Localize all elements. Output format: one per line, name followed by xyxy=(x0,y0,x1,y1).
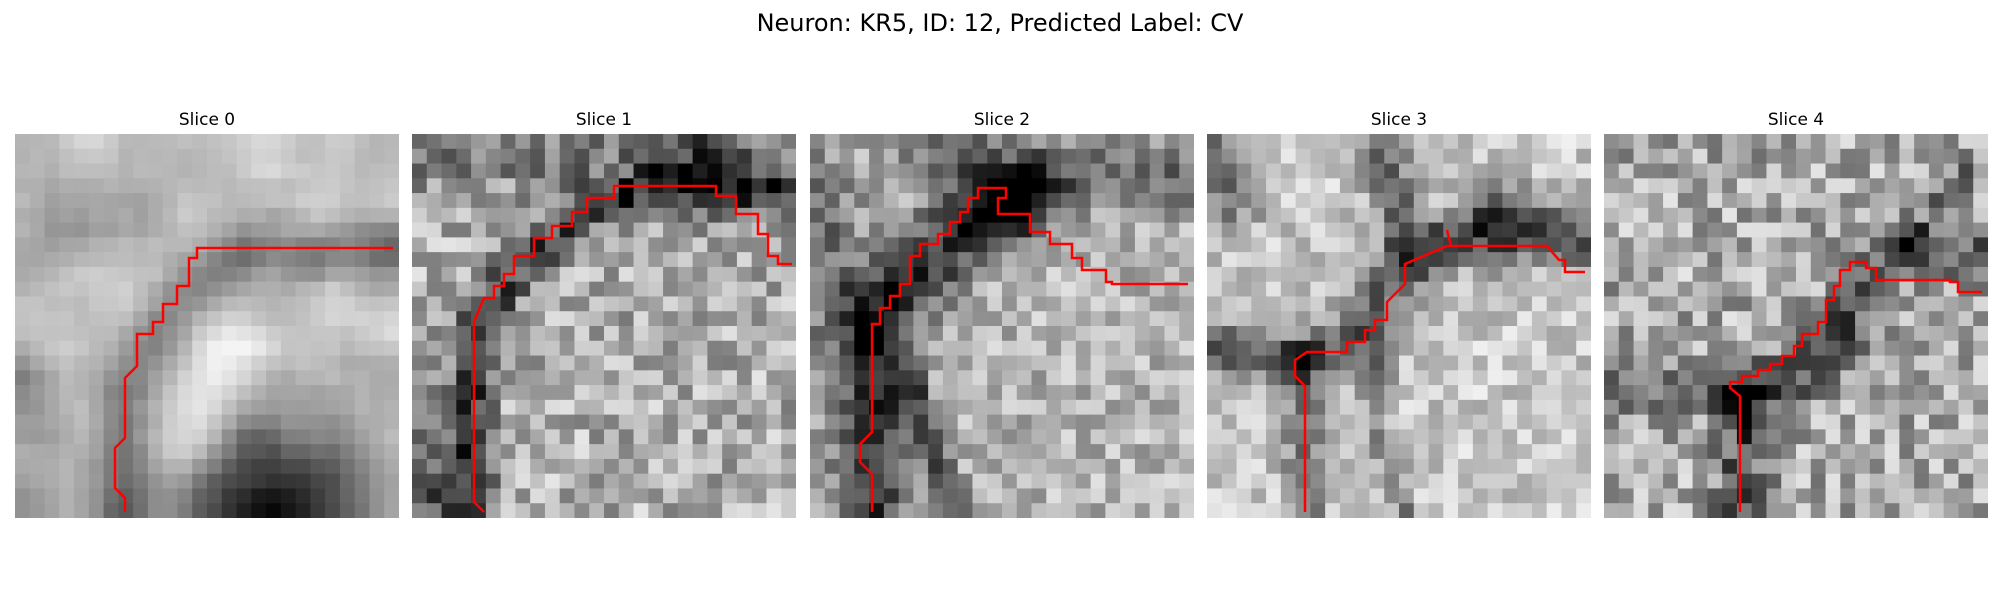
slice-image xyxy=(412,134,796,518)
slice-panel-3: Slice 3 xyxy=(1207,110,1591,518)
slice-title: Slice 3 xyxy=(1370,110,1428,130)
slice-title: Slice 0 xyxy=(178,110,236,130)
slice-title: Slice 4 xyxy=(1767,110,1825,130)
figure-title: Neuron: KR5, ID: 12, Predicted Label: CV xyxy=(756,9,1244,37)
slice-panel-0: Slice 0 xyxy=(15,110,399,518)
slice-panel-4: Slice 4 xyxy=(1604,110,1988,518)
slice-image xyxy=(15,134,399,518)
slice-image xyxy=(810,134,1194,518)
membrane-trace xyxy=(1293,229,1585,512)
membrane-trace xyxy=(472,184,792,513)
slice-panel-1: Slice 1 xyxy=(412,110,796,518)
membrane-trace xyxy=(858,186,1188,512)
slice-image xyxy=(1207,134,1591,518)
slice-panel-2: Slice 2 xyxy=(810,110,1194,518)
membrane-trace xyxy=(1728,260,1982,512)
slice-image xyxy=(1604,134,1988,518)
slice-title: Slice 1 xyxy=(575,110,633,130)
slice-title: Slice 2 xyxy=(973,110,1031,130)
membrane-trace xyxy=(113,246,393,512)
